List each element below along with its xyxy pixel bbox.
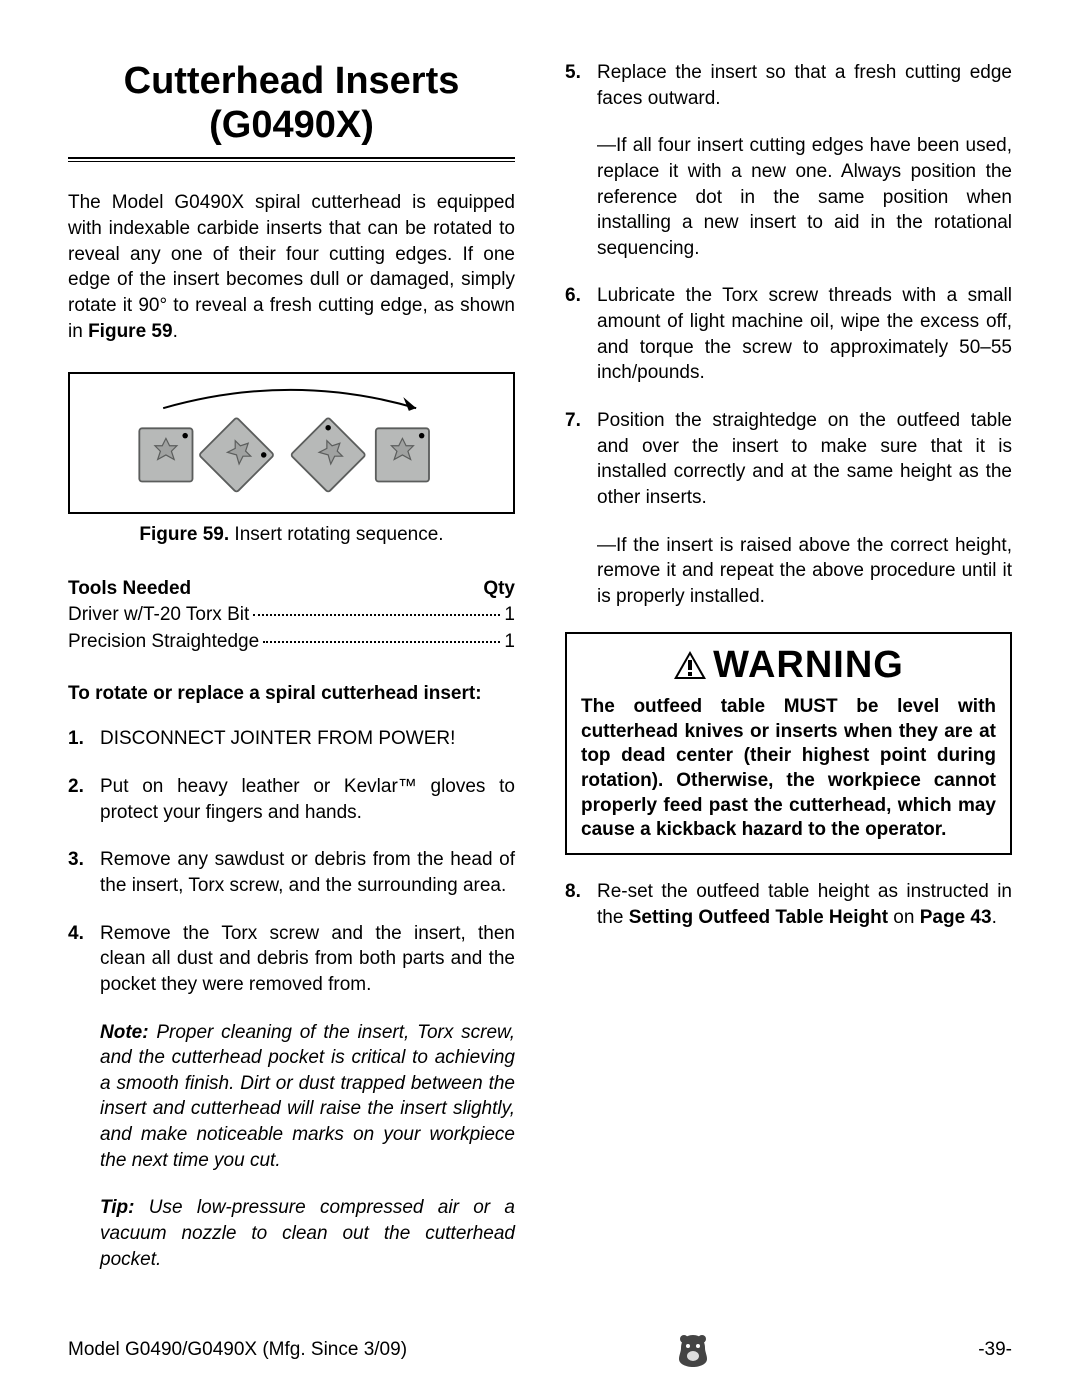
step-body: Position the straightedge on the outfeed… xyxy=(597,408,1012,609)
tool-qty: 1 xyxy=(504,602,515,628)
step-8-mid: on xyxy=(888,907,920,928)
warning-header: WARNING xyxy=(581,640,996,691)
insert-pos-1 xyxy=(139,429,192,482)
footer-logo xyxy=(674,1331,712,1369)
warning-label: WARNING xyxy=(713,640,904,691)
footer-page-number: -39- xyxy=(978,1337,1012,1363)
step-5-dash: —If all four insert cutting edges have b… xyxy=(597,133,1012,261)
footer-model: Model G0490/G0490X (Mfg. Since 3/09) xyxy=(68,1337,407,1363)
tools-header-left: Tools Needed xyxy=(68,576,191,602)
tool-name: Precision Straightedge xyxy=(68,629,259,655)
step-8-bold2: Page 43 xyxy=(920,907,992,928)
step-number: 8. xyxy=(565,879,597,930)
figure-59 xyxy=(68,372,515,514)
figure-caption-label: Figure 59. xyxy=(139,524,229,545)
step-body: Replace the insert so that a fresh cutti… xyxy=(597,60,1012,261)
step-4-note: Note: Proper cleaning of the insert, Tor… xyxy=(100,1020,515,1174)
intro-figref: Figure 59 xyxy=(88,321,172,342)
tool-name: Driver w/T-20 Torx Bit xyxy=(68,602,249,628)
step-body: Remove any sawdust or debris from the he… xyxy=(100,847,515,898)
warning-body: The outfeed table MUST be level with cut… xyxy=(581,695,996,843)
step-number: 6. xyxy=(565,283,597,386)
tool-row: Precision Straightedge 1 xyxy=(68,629,515,655)
right-steps-continued: 8. Re-set the outfeed table height as in… xyxy=(565,879,1012,930)
page-footer: Model G0490/G0490X (Mfg. Since 3/09) -39… xyxy=(68,1331,1012,1369)
step-number: 2. xyxy=(68,774,100,825)
step-number: 1. xyxy=(68,726,100,752)
left-column: Cutterhead Inserts (G0490X) The Model G0… xyxy=(68,60,515,1294)
step-body: Lubricate the Torx screw threads with a … xyxy=(597,283,1012,386)
warning-box: WARNING The outfeed table MUST be level … xyxy=(565,632,1012,855)
title-line-2: (G0490X) xyxy=(209,104,374,146)
bear-logo-icon xyxy=(674,1331,712,1369)
step-8-bold1: Setting Outfeed Table Height xyxy=(629,907,888,928)
tool-qty: 1 xyxy=(504,629,515,655)
step-body: DISCONNECT JOINTER FROM POWER! xyxy=(100,726,515,752)
rotation-arrow-head xyxy=(403,397,416,411)
step-7-text: Position the straightedge on the outfeed… xyxy=(597,410,1012,508)
figure-caption-text: Insert rotating sequence. xyxy=(229,524,443,545)
procedure-subhead: To rotate or replace a spiral cutterhead… xyxy=(68,681,515,707)
leader-dots xyxy=(263,641,500,643)
step-6: 6. Lubricate the Torx screw threads with… xyxy=(565,283,1012,386)
intro-text: The Model G0490X spiral cutterhead is eq… xyxy=(68,192,515,341)
title-line-1: Cutterhead Inserts xyxy=(124,60,460,102)
step-8: 8. Re-set the outfeed table height as in… xyxy=(565,879,1012,930)
step-body: Put on heavy leather or Kevlar™ gloves t… xyxy=(100,774,515,825)
leader-dots xyxy=(253,614,500,616)
step-7-dash: —If the insert is raised above the corre… xyxy=(597,533,1012,610)
step-number: 3. xyxy=(68,847,100,898)
step-8-post: . xyxy=(992,907,997,928)
right-column: 5. Replace the insert so that a fresh cu… xyxy=(565,60,1012,1294)
left-steps: 1. DISCONNECT JOINTER FROM POWER! 2. Put… xyxy=(68,726,515,1272)
step-body: Re-set the outfeed table height as instr… xyxy=(597,879,1012,930)
tools-header-right: Qty xyxy=(483,576,515,602)
step-4-tip: Tip: Use low-pressure compressed air or … xyxy=(100,1195,515,1272)
rotation-arrow-path xyxy=(163,390,416,408)
two-column-layout: Cutterhead Inserts (G0490X) The Model G0… xyxy=(68,60,1012,1294)
step-3: 3. Remove any sawdust or debris from the… xyxy=(68,847,515,898)
note-text: Proper cleaning of the insert, Torx scre… xyxy=(100,1022,515,1171)
insert-pos-4 xyxy=(376,429,429,482)
right-steps: 5. Replace the insert so that a fresh cu… xyxy=(565,60,1012,610)
tool-row: Driver w/T-20 Torx Bit 1 xyxy=(68,602,515,628)
step-4: 4. Remove the Torx screw and the insert,… xyxy=(68,921,515,1273)
step-1: 1. DISCONNECT JOINTER FROM POWER! xyxy=(68,726,515,752)
insert-pos-3 xyxy=(291,418,366,493)
tip-text: Use low-pressure compressed air or a vac… xyxy=(100,1197,515,1269)
step-5: 5. Replace the insert so that a fresh cu… xyxy=(565,60,1012,261)
warning-icon xyxy=(673,650,707,680)
intro-paragraph: The Model G0490X spiral cutterhead is eq… xyxy=(68,190,515,344)
tools-header: Tools Needed Qty xyxy=(68,576,515,602)
note-label: Note: xyxy=(100,1022,149,1043)
step-body: Remove the Torx screw and the insert, th… xyxy=(100,921,515,1273)
section-title: Cutterhead Inserts (G0490X) xyxy=(68,60,515,147)
step-7: 7. Position the straightedge on the outf… xyxy=(565,408,1012,609)
step-2: 2. Put on heavy leather or Kevlar™ glove… xyxy=(68,774,515,825)
step-number: 4. xyxy=(68,921,100,1273)
step-5-text: Replace the insert so that a fresh cutti… xyxy=(597,62,1012,109)
insert-rotation-diagram xyxy=(88,388,495,498)
step-number: 7. xyxy=(565,408,597,609)
insert-pos-2 xyxy=(199,418,274,493)
tip-label: Tip: xyxy=(100,1197,134,1218)
step-number: 5. xyxy=(565,60,597,261)
step-4-text: Remove the Torx screw and the insert, th… xyxy=(100,923,515,995)
figure-caption: Figure 59. Insert rotating sequence. xyxy=(68,522,515,548)
title-rule xyxy=(68,157,515,162)
